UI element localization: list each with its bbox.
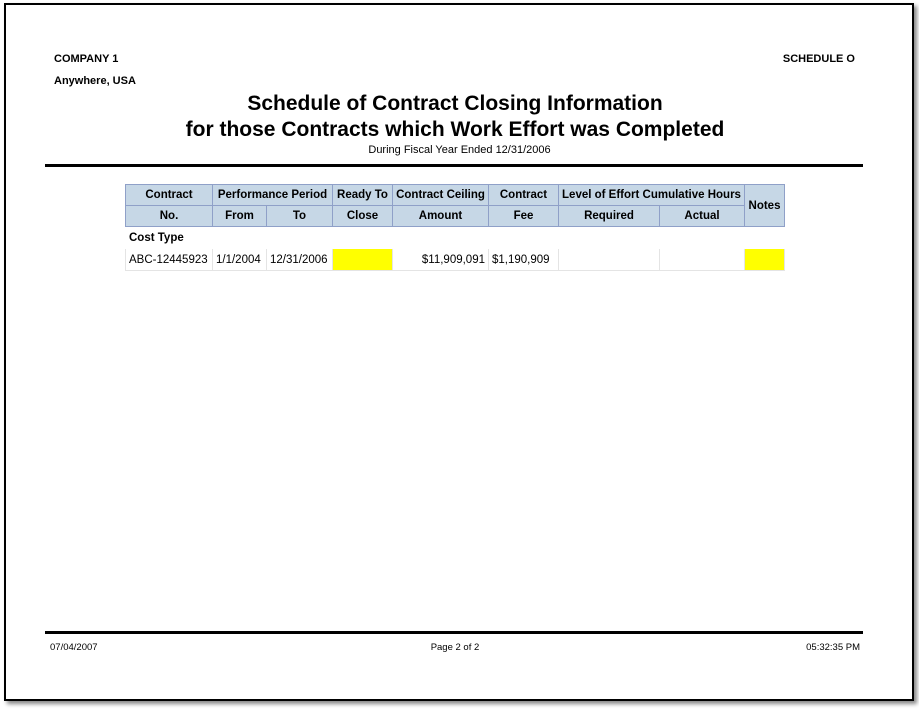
col-loe: Level of Effort Cumulative Hours <box>558 184 745 206</box>
col-performance-period: Performance Period <box>212 184 333 206</box>
cell-required <box>558 248 660 271</box>
cell-from: 1/1/2004 <box>212 248 267 271</box>
col-contract-no: No. <box>125 205 213 227</box>
cell-actual <box>659 248 745 271</box>
company-name: COMPANY 1 <box>54 53 119 65</box>
col-notes: Notes <box>744 184 785 227</box>
col-actual: Actual <box>659 205 745 227</box>
report-subtitle: During Fiscal Year Ended 12/31/2006 <box>368 144 551 156</box>
group-label: Cost Type <box>125 226 785 249</box>
footer-divider <box>45 631 863 634</box>
cell-contract-no: ABC-12445923 <box>125 248 213 271</box>
col-from: From <box>212 205 267 227</box>
col-required: Required <box>558 205 660 227</box>
col-ceiling: Contract Ceiling <box>392 184 489 206</box>
report-title-line2: for those Contracts which Work Effort wa… <box>185 118 725 141</box>
col-close: Close <box>332 205 393 227</box>
col-fee: Fee <box>488 205 559 227</box>
col-contract-fee: Contract <box>488 184 559 206</box>
report-title-line1: Schedule of Contract Closing Information <box>247 92 663 115</box>
report-page <box>4 3 914 701</box>
cell-ready-to-close <box>332 248 393 271</box>
schedule-label: SCHEDULE O <box>782 53 855 65</box>
footer-date: 07/04/2007 <box>50 642 98 653</box>
cell-to: 12/31/2006 <box>266 248 333 271</box>
footer-time: 05:32:35 PM <box>806 642 860 653</box>
col-to: To <box>266 205 333 227</box>
table-row: ABC-12445923 1/1/2004 12/31/2006 $11,909… <box>125 248 785 271</box>
col-amount: Amount <box>392 205 489 227</box>
footer-page: Page 2 of 2 <box>430 642 480 653</box>
header-divider <box>45 164 863 167</box>
cell-amount: $11,909,091 <box>392 248 489 271</box>
cell-fee: $1,190,909 <box>488 248 559 271</box>
col-ready-to: Ready To <box>332 184 393 206</box>
company-location: Anywhere, USA <box>54 75 136 87</box>
contracts-table: Contract Performance Period Ready To Con… <box>125 184 785 271</box>
cell-notes <box>744 248 785 271</box>
col-contract: Contract <box>125 184 213 206</box>
